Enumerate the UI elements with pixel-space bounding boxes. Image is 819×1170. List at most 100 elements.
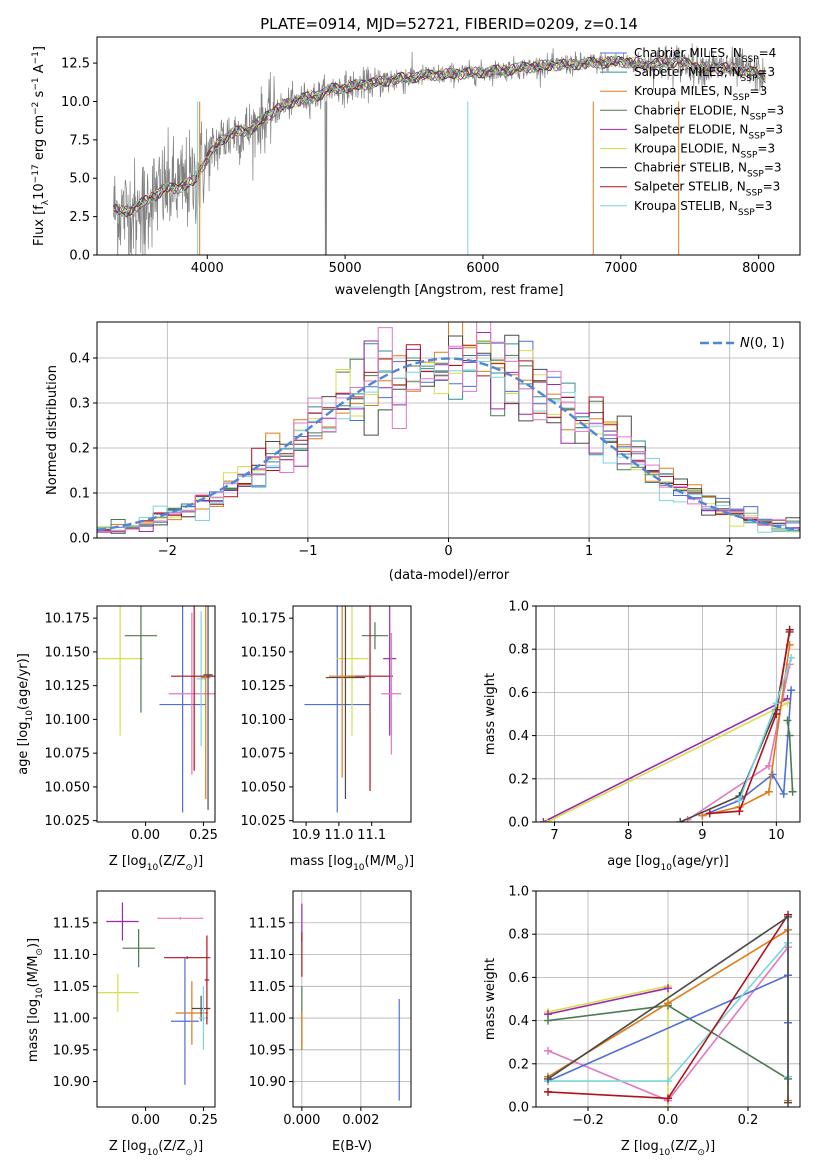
age_vs_mass-xtick-label: 11.0	[324, 828, 353, 843]
mass_vs_Z-ytick-label: 11.10	[53, 948, 90, 963]
mass_weight_vs_age-series-line	[786, 720, 794, 792]
mass_weight_vs_Z-ytick-label: 0.4	[508, 1014, 529, 1029]
age_vs_mass-plot-area	[304, 606, 402, 813]
spectrum-xtick-label: 4000	[191, 261, 224, 276]
spectrum-model-line	[113, 56, 766, 217]
spectrum-plot-area	[113, 43, 766, 255]
mass_weight_vs_Z-ylabel: mass weight	[483, 958, 498, 1040]
age_vs_mass-ytick-label: 10.025	[241, 814, 287, 829]
mass_weight_vs_age-ytick-label: 0.0	[508, 816, 529, 831]
mass_weight_vs_Z-series-marker	[664, 1094, 672, 1103]
age_vs_Z-ytick-label: 10.125	[45, 679, 91, 694]
mass_vs_ebv-ytick-label: 11.00	[249, 1012, 286, 1027]
mass_weight_vs_Z-xtick-label: 0.0	[658, 1113, 679, 1128]
mass_vs_Z-xtick-label: 0.00	[131, 1113, 160, 1128]
mass_weight_vs_age-series-marker	[768, 770, 777, 779]
spectrum-legend-entry: Kroupa ELODIE, NSSP=3	[634, 142, 775, 161]
mass_vs_Z-ylabel: mass [log10(M/M⊙)]	[26, 938, 45, 1062]
hist-xtick-label: −2	[158, 544, 177, 559]
age_vs_Z-frame	[96, 605, 216, 823]
mass_weight_vs_Z-ytick-label: 0.2	[508, 1057, 529, 1072]
mass_weight_vs_Z-series-line	[547, 987, 669, 1015]
mass_weight_vs_age-series-marker	[788, 787, 797, 796]
spectrum-ytick-label: 10.0	[61, 95, 90, 110]
mass_weight_vs_age-series-marker	[779, 789, 788, 798]
mass_weight_vs_age-xtick-label: 7	[550, 828, 558, 843]
age_vs_Z-ytick-label: 10.075	[45, 747, 91, 762]
mass_vs_Z-ytick-label: 10.90	[53, 1075, 90, 1090]
spectrum-ylabel: Flux [fλ10−17 erg cm−2 s−1 A−1]	[31, 46, 51, 246]
hist-xtick-label: −1	[298, 544, 317, 559]
spectrum-data-line	[113, 43, 766, 255]
hist-xtick-label: 0	[444, 544, 452, 559]
mass_weight_vs_Z-axes: −0.2 0.0 0.2 0.0 0.2 0.4 0.6 0.8 1.0	[508, 885, 801, 1128]
hist-axes: −2 −1 0 1 2 0.0 0.1 0.2 0.3 0.4	[69, 321, 801, 559]
mass_weight_vs_Z-ytick-label: 0.0	[508, 1101, 529, 1116]
mass_weight_vs_age-series-marker	[785, 731, 794, 740]
age_vs_mass-ytick-label: 10.050	[241, 780, 287, 795]
hist-ytick-label: 0.1	[69, 487, 90, 502]
age_vs_Z-ytick-label: 10.150	[45, 645, 91, 660]
spectrum-frame	[96, 36, 801, 256]
mass_weight_vs_age-series-marker	[735, 807, 744, 816]
mass_vs_Z-xlabel: Z [log10(Z/Z⊙)]	[109, 1139, 203, 1158]
mass_vs_Z-plot-area	[97, 902, 211, 1085]
mass_weight_vs_age-series-line	[543, 698, 788, 822]
spectrum-xtick-label: 8000	[742, 261, 775, 276]
mass_weight_vs_age-xtick-label: 9	[698, 828, 706, 843]
age_vs_Z-ytick-label: 10.175	[45, 612, 91, 627]
spectrum-model-line	[113, 55, 766, 217]
mass_weight_vs_age-series-marker	[783, 716, 792, 725]
mass_weight_vs_age-series-marker	[764, 761, 773, 770]
mass_weight_vs_Z-series-marker	[784, 912, 792, 921]
age_vs_mass-xlabel: mass [log10(M/M⊙)]	[290, 854, 414, 873]
mass_weight_vs_age-ytick-label: 0.8	[508, 643, 529, 658]
mass_vs_ebv-ytick-label: 11.10	[249, 948, 286, 963]
hist-plot-area	[97, 322, 800, 538]
mass_weight_vs_age-series-marker	[772, 710, 781, 718]
mass_weight_vs_Z-series-marker	[784, 1098, 792, 1107]
spectrum-ytick-label: 5.0	[69, 172, 90, 187]
age_vs_Z-plot-area	[97, 606, 215, 813]
mass_weight_vs_age-series-line	[679, 631, 791, 822]
age_vs_mass-ytick-label: 10.175	[241, 612, 287, 627]
spectrum-xlabel: wavelength [Angstrom, rest frame]	[335, 283, 564, 298]
mass_weight_vs_age-series-marker	[543, 818, 552, 822]
age_vs_Z-ylabel: age [log10(age/yr)]	[16, 653, 35, 775]
mass_weight_vs_Z-series-marker	[664, 999, 672, 1008]
spectrum-legend-entry: Salpeter MILES, NSSP=3	[634, 65, 775, 84]
mass_vs_ebv-xlabel: E(B-V)	[332, 1139, 372, 1154]
hist-ytick-label: 0.3	[69, 397, 90, 412]
mass_weight_vs_age-series-marker	[787, 686, 796, 695]
spectrum-xtick-label: 5000	[329, 261, 362, 276]
mass_weight_vs_age-ytick-label: 0.6	[508, 686, 529, 701]
spectrum-legend-entry: Chabrier ELODIE, NSSP=3	[634, 103, 784, 122]
mass_vs_Z-ytick-label: 10.95	[53, 1043, 90, 1058]
spectrum-legend-entry: Kroupa MILES, NSSP=3	[634, 84, 767, 103]
mass_weight_vs_age-series-marker	[539, 818, 548, 822]
hist-xlabel: (data-model)/error	[389, 568, 510, 583]
mass_weight_vs_Z-xlabel: Z [log10(Z/Z⊙)]	[621, 1139, 715, 1158]
mass_weight_vs_Z-series-marker	[544, 1087, 552, 1096]
age_vs_mass-frame	[292, 605, 412, 823]
spectrum-ytick-label: 7.5	[69, 133, 90, 148]
mass_weight_vs_age-ytick-label: 1.0	[508, 600, 529, 615]
mass_weight_vs_Z-series-marker	[664, 984, 672, 993]
spectrum-ytick-label: 2.5	[69, 210, 90, 225]
hist-gaussian-curve	[97, 357, 800, 532]
spectrum-legend-entry: Kroupa STELIB, NSSP=3	[634, 199, 772, 218]
mass_weight_vs_age-series-marker	[735, 796, 744, 805]
spectrum-legend-entry: Chabrier STELIB, NSSP=3	[634, 161, 782, 180]
mass_weight_vs_age-frame	[535, 605, 801, 823]
mass_weight_vs_age-plot-area	[536, 606, 800, 822]
mass_weight_vs_Z-series-marker	[664, 1077, 672, 1086]
mass_vs_Z-ytick-label: 11.00	[53, 1012, 90, 1027]
mass_weight_vs_Z-series-marker	[544, 1016, 552, 1025]
age_vs_Z-xtick-label: 0.00	[131, 828, 160, 843]
mass_vs_ebv-xtick-label: 0.002	[342, 1113, 379, 1128]
spectrum-legend-entry: Salpeter ELODIE, NSSP=3	[634, 122, 783, 141]
hist-ylabel: Normed distribution	[45, 365, 60, 495]
age_vs_Z-xtick-label: 0.25	[189, 828, 218, 843]
spectrum-xtick-label: 6000	[466, 261, 499, 276]
